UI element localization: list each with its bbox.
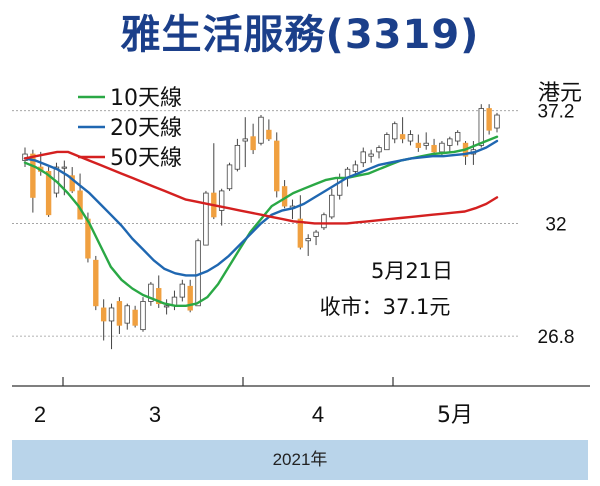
candle-body [376, 147, 382, 153]
year-bar: 2021年 [12, 440, 588, 480]
candle-body [399, 134, 406, 140]
x-tick-label: 5月 [437, 403, 473, 428]
candle-body [454, 131, 461, 142]
candle-body [124, 305, 130, 324]
candle-body [187, 285, 193, 311]
candle-body [163, 305, 170, 308]
candle-body [203, 192, 209, 246]
candle-body [415, 142, 422, 148]
candle-body [148, 283, 154, 302]
candle-body [313, 231, 319, 237]
candle-body [226, 164, 233, 190]
candle-body [486, 108, 492, 131]
candle-body [179, 283, 186, 298]
candle-body [234, 144, 241, 170]
candle-body [329, 194, 335, 218]
candle-body [132, 309, 138, 326]
candle-body [407, 134, 414, 142]
candle-body [250, 136, 256, 151]
legend-label-50: 50天線 [110, 146, 182, 171]
candle-body [423, 142, 429, 146]
candle-body [61, 166, 68, 169]
chart-title: 雅生活服務(3319) [120, 12, 480, 58]
ma-line-20 [23, 139, 499, 277]
annotation-close: 收市：37.1元 [320, 295, 451, 319]
candle-body [392, 123, 398, 140]
candle-body [218, 190, 225, 211]
candle-body [297, 218, 304, 248]
candle-body [116, 301, 123, 326]
candle-body [100, 307, 107, 322]
candle-body [431, 144, 437, 153]
y-tick-label: 32 [545, 214, 566, 235]
unit-label: 港元 [538, 81, 582, 106]
candle-body [360, 151, 366, 164]
stock-chart: 37.2 32 26.8 2 3 4 5月 港元 10天線 20天線 50天線 5月… [12, 81, 590, 428]
candle-body [93, 259, 99, 307]
candle-body [258, 116, 264, 144]
y-tick-label: 37.2 [538, 102, 575, 123]
candle-body [384, 134, 390, 151]
grid-layer: 37.2 32 26.8 [12, 102, 574, 348]
candle-body [494, 114, 500, 129]
x-tick-label: 2 [34, 402, 46, 427]
candle-body [266, 129, 272, 140]
candle-body [69, 175, 75, 192]
annotation-date: 5月21日 [371, 259, 453, 283]
ma-line-50 [23, 150, 499, 225]
candle-body [447, 138, 453, 146]
candle-body [156, 288, 162, 305]
candle-body [439, 142, 445, 153]
legend-label-10: 10天線 [110, 86, 182, 111]
x-tick-label: 4 [312, 402, 324, 427]
legend-label-20: 20天線 [110, 116, 182, 141]
candle-body [30, 153, 36, 198]
moving-average-layer [23, 135, 499, 307]
candle-body [140, 301, 146, 331]
candle-body [368, 153, 374, 157]
candle-body [352, 164, 359, 172]
candle-body [305, 238, 311, 242]
candle-body [321, 214, 327, 229]
candle-body [45, 170, 52, 216]
candle-body [274, 140, 280, 192]
x-tick-label: 3 [149, 402, 161, 427]
candle-body [478, 108, 484, 146]
candle-body [108, 307, 115, 322]
candle-body [242, 138, 248, 142]
y-tick-label: 26.8 [538, 327, 575, 348]
